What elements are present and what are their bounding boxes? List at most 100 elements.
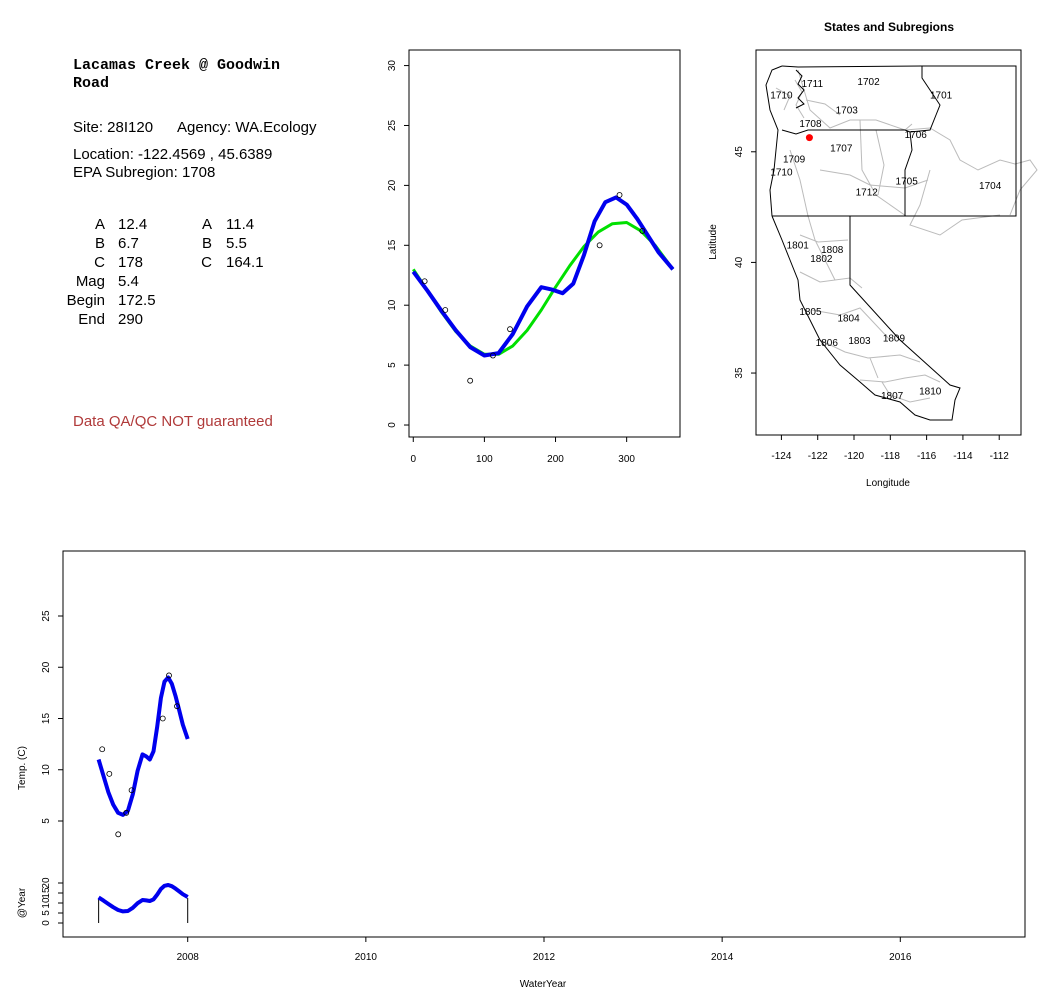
seasonal-fit-chart: 0 5 10 15 20 25 30 0 100 200 300	[387, 49, 681, 465]
temp-point	[128, 787, 135, 794]
site-location: Location: -122.4569 , 45.6389	[73, 146, 273, 163]
map-y-axis: 35 40 45	[734, 146, 756, 379]
year-y-tick-label: 5	[41, 910, 52, 916]
temp-y-tick-label: 25	[41, 610, 52, 622]
param-left-value-a: 12.4	[118, 216, 148, 233]
temp-point	[174, 703, 180, 710]
wateryear-x-axis: 2008 2010 2012 2014 2016	[177, 937, 912, 963]
map-region-label: 1705	[896, 177, 919, 188]
map-region-label: 1707	[830, 143, 853, 154]
temp-series-line	[96, 675, 190, 817]
temp-point	[115, 831, 122, 838]
temp-y-tick-label: 5	[41, 818, 52, 824]
temp-points	[99, 672, 180, 838]
map-region-label: 1712	[856, 188, 879, 199]
map-plot-frame	[755, 49, 1022, 436]
map-y-tick-label: 40	[734, 256, 745, 268]
seasonal-point	[421, 278, 428, 285]
seasonal-y-tick-label: 20	[387, 179, 398, 191]
map-x-tick-label: -112	[990, 451, 1010, 462]
wateryear-x-tick-label: 2008	[177, 952, 200, 963]
map-region-labels: 1711 1702 1701 1710 1703 1708 1706 1707 1709 1710…	[770, 77, 1001, 402]
site-id: Site: 28I120	[73, 119, 154, 136]
seasonal-x-tick-label: 300	[618, 454, 635, 465]
map-x-label: Longitude	[866, 478, 910, 489]
seasonal-y-tick-label: 5	[387, 362, 398, 368]
map-x-tick-label: -122	[808, 451, 828, 462]
map-region-label: 1702	[857, 77, 880, 88]
year-y-tick-label: 20	[41, 877, 52, 889]
site-agency: Agency: WA.Ecology	[177, 119, 317, 136]
map-region-label: 1711	[802, 79, 824, 90]
temp-point	[166, 672, 172, 679]
map-x-tick-label: -124	[771, 451, 791, 462]
map-boundaries	[765, 65, 1038, 421]
wateryear-x-tick-label: 2016	[889, 952, 912, 963]
map-region-label: 1709	[783, 154, 806, 165]
timeseries-y-label: Temp. (C)	[17, 746, 28, 790]
seasonal-y-tick-label: 30	[387, 60, 398, 72]
param-left-label-b: B	[94, 235, 105, 252]
seasonal-point	[490, 352, 496, 359]
param-label-end: End	[78, 311, 105, 328]
map-region-label: 1708	[799, 119, 822, 130]
map-region-label: 1801	[787, 241, 810, 252]
param-right-label-c: C	[201, 254, 212, 271]
param-left-value-c: 178	[118, 254, 144, 271]
seasonal-points	[421, 192, 646, 384]
seasonal-plot-frame	[408, 49, 681, 438]
seasonal-x-tick-label: 0	[410, 454, 416, 465]
temp-series	[96, 675, 190, 817]
param-right-label-a: A	[201, 216, 212, 233]
site-title-line2: Road	[73, 75, 110, 92]
temp-point	[106, 770, 113, 777]
year-y-tick-label: 10	[41, 897, 52, 909]
param-right-value-a: 11.4	[226, 216, 255, 233]
temp-point	[99, 746, 106, 753]
temp-y-axis: 5 10 15 20 25	[41, 610, 63, 824]
map-region-label: 1804	[837, 314, 860, 325]
seasonal-x-axis: 0 100 200 300	[410, 437, 635, 465]
map-region-label: 1706	[905, 130, 928, 141]
seasonal-point	[442, 307, 449, 313]
map-region-label: 1710	[770, 168, 793, 179]
seasonal-y-tick-label: 15	[387, 239, 398, 251]
timeseries-x-label: WaterYear	[520, 979, 567, 990]
param-label-begin: Begin	[66, 292, 105, 309]
map-y-tick-label: 45	[734, 146, 745, 158]
timeseries-plot-frame	[62, 550, 1026, 938]
seasonal-x-tick-label: 100	[476, 454, 493, 465]
wateryear-x-tick-label: 2010	[355, 952, 378, 963]
map-region-label: 1704	[979, 181, 1002, 192]
year-y-tick-label: 15	[41, 887, 52, 899]
seasonal-y-tick-label: 0	[387, 422, 398, 428]
site-title: Lacamas Creek @ Goodwin Road	[73, 57, 333, 93]
map-region-label: 1808	[821, 245, 844, 256]
param-value-begin: 172.5	[118, 292, 156, 309]
site-title-line1: Lacamas Creek @ Goodwin	[73, 57, 281, 74]
year-series	[97, 883, 189, 923]
year-y-label: @Year	[17, 887, 28, 918]
year-y-tick-label: 0	[41, 920, 52, 926]
temp-y-tick-label: 10	[41, 764, 52, 776]
site-subregion: EPA Subregion: 1708	[73, 164, 216, 181]
wateryear-x-tick-label: 2014	[711, 952, 734, 963]
map-y-label: Latitude	[708, 224, 719, 260]
map-title: States and Subregions	[824, 20, 954, 34]
map-region-label: 1710	[770, 90, 793, 101]
seasonal-point	[467, 377, 474, 384]
seasonal-series	[411, 195, 675, 358]
param-left-label-c: C	[94, 254, 105, 271]
map-x-tick-label: -118	[881, 451, 901, 462]
subregion-map: States and Subregions 1711 17021701171017…	[708, 20, 1038, 489]
seasonal-x-tick-label: 200	[547, 454, 564, 465]
temp-y-tick-label: 15	[41, 713, 52, 725]
map-x-tick-label: -116	[917, 451, 937, 462]
map-region-label: 1807	[881, 391, 904, 402]
year-series-line	[97, 883, 189, 914]
map-region-label: 1703	[836, 106, 859, 117]
map-region-label: 1802	[810, 254, 833, 265]
seasonal-point	[616, 192, 623, 198]
